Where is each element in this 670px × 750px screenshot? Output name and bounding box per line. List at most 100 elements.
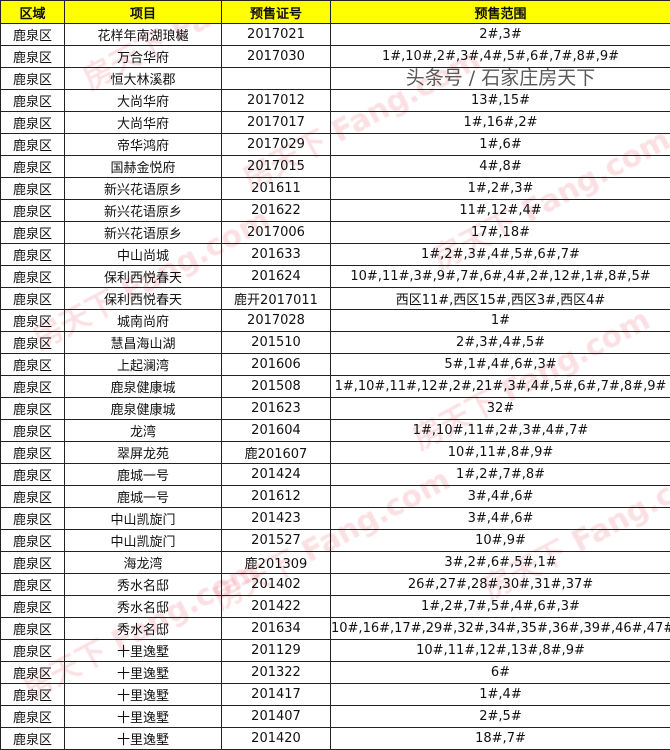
cell-sale-range: 10#,16#,17#,29#,32#,34#,35#,36#,39#,46#,… [331,618,670,640]
cell-sale-range: 11#,12#,4# [331,200,670,222]
cell-district: 鹿泉区 [1,442,65,464]
cell-district: 鹿泉区 [1,266,65,288]
header-license-no: 预售证号 [222,1,331,24]
cell-project: 国赫金悦府 [65,156,222,178]
cell-license-no: 201633 [222,244,331,266]
cell-license-no: 201402 [222,574,331,596]
cell-sale-range: 10#,9# [331,530,670,552]
cell-license-no: 201623 [222,398,331,420]
cell-license-no: 2017017 [222,112,331,134]
cell-sale-range: 1#,10#,2#,3#,4#,5#,6#,7#,8#,9# [331,46,670,68]
cell-district: 鹿泉区 [1,244,65,266]
cell-license-no: 鹿201607 [222,442,331,464]
cell-district: 鹿泉区 [1,46,65,68]
cell-project: 万合华府 [65,46,222,68]
cell-license-no: 201407 [222,706,331,728]
cell-license-no: 鹿开2017011 [222,288,331,310]
cell-sale-range: 3#,4#,6# [331,508,670,530]
cell-district: 鹿泉区 [1,728,65,750]
cell-sale-range: 13#,15# [331,90,670,112]
cell-project: 新兴花语原乡 [65,200,222,222]
cell-district: 鹿泉区 [1,332,65,354]
cell-project: 新兴花语原乡 [65,222,222,244]
cell-license-no: 201424 [222,464,331,486]
cell-sale-range: 26#,27#,28#,30#,31#,37# [331,574,670,596]
cell-license-no: 201604 [222,420,331,442]
cell-project: 城南尚府 [65,310,222,332]
cell-project: 十里逸墅 [65,640,222,662]
cell-district: 鹿泉区 [1,574,65,596]
cell-license-no: 201606 [222,354,331,376]
cell-sale-range: 西区11#,西区15#,西区3#,西区4# [331,288,670,310]
cell-sale-range: 17#,18# [331,222,670,244]
header-project: 项目 [65,1,222,24]
cell-sale-range: 1#,2#,7#,5#,4#,6#,3# [331,596,670,618]
cell-district: 鹿泉区 [1,684,65,706]
cell-project: 龙湾 [65,420,222,442]
cell-sale-range: 1#,6# [331,134,670,156]
cell-district: 鹿泉区 [1,508,65,530]
cell-project: 中山凯旋门 [65,508,222,530]
cell-project: 恒大林溪郡 [65,68,222,90]
cell-sale-range: 32# [331,398,670,420]
cell-sale-range: 1#,2#,3#,4#,5#,6#,7# [331,244,670,266]
cell-license-no: 201420 [222,728,331,750]
cell-sale-range: 1#,4# [331,684,670,706]
cell-district: 鹿泉区 [1,90,65,112]
cell-license-no: 2017006 [222,222,331,244]
header-row: 区域项目预售证号预售范围 [1,1,670,24]
cell-license-no: 201527 [222,530,331,552]
cell-project: 新兴花语原乡 [65,178,222,200]
cell-project: 鹿泉健康城 [65,376,222,398]
cell-district: 鹿泉区 [1,376,65,398]
cell-license-no: 鹿201309 [222,552,331,574]
cell-license-no: 2017015 [222,156,331,178]
cell-district: 鹿泉区 [1,200,65,222]
cell-district: 鹿泉区 [1,464,65,486]
cell-sale-range: 3#,4#,6# [331,486,670,508]
cell-sale-range: 1#,10#,11#,12#,2#,21#,3#,4#,5#,6#,7#,8#,… [331,376,670,398]
cell-project: 海龙湾 [65,552,222,574]
cell-license-no: 201129 [222,640,331,662]
cell-district: 鹿泉区 [1,640,65,662]
cell-license-no: 2017028 [222,310,331,332]
cell-project: 秀水名邸 [65,574,222,596]
cell-license-no: 201634 [222,618,331,640]
cell-project: 中山凯旋门 [65,530,222,552]
cell-district: 鹿泉区 [1,24,65,46]
cell-district: 鹿泉区 [1,112,65,134]
cell-sale-range: 2#,5# [331,706,670,728]
cell-license-no: 201423 [222,508,331,530]
cell-license-no: 2017012 [222,90,331,112]
cell-license-no: 201422 [222,596,331,618]
cell-project: 中山尚城 [65,244,222,266]
cell-project: 保利西悦春天 [65,266,222,288]
cell-district: 鹿泉区 [1,530,65,552]
source-watermark: 头条号 / 石家庄房天下 [331,68,670,89]
cell-project: 鹿城一号 [65,486,222,508]
cell-project: 花样年南湖琅樾 [65,24,222,46]
cell-sale-range: 1# [331,310,670,332]
cell-project: 秀水名邸 [65,618,222,640]
cell-district: 鹿泉区 [1,134,65,156]
cell-sale-range: 1#,2#,3# [331,178,670,200]
cell-license-no: 201508 [222,376,331,398]
